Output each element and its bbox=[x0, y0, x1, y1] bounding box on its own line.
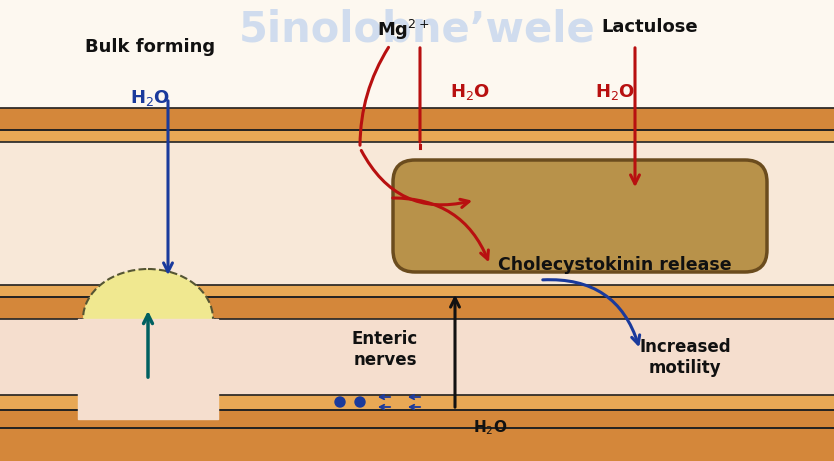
Text: H$_2$O: H$_2$O bbox=[130, 88, 170, 108]
Text: H$_2$O: H$_2$O bbox=[473, 418, 507, 437]
Text: Bulk forming: Bulk forming bbox=[85, 38, 215, 56]
Text: Cholecystokinin release: Cholecystokinin release bbox=[498, 256, 731, 274]
Text: H$_2$O: H$_2$O bbox=[450, 82, 490, 102]
Text: con il trattamento: con il trattamento bbox=[517, 322, 605, 332]
Text: Enteric
nerves: Enteric nerves bbox=[352, 330, 418, 369]
Text: 5inolobneʼwele: 5inolobneʼwele bbox=[239, 8, 595, 50]
Text: Lactulose: Lactulose bbox=[601, 18, 698, 36]
Circle shape bbox=[335, 397, 345, 407]
Text: Mg$^{2+}$: Mg$^{2+}$ bbox=[377, 18, 430, 42]
Ellipse shape bbox=[83, 269, 213, 369]
Text: H$_2$O: H$_2$O bbox=[595, 82, 635, 102]
Text: e importante: e importante bbox=[292, 331, 355, 342]
FancyBboxPatch shape bbox=[393, 160, 767, 272]
Text: Constipation: Constipation bbox=[421, 215, 613, 244]
Text: cono: cono bbox=[67, 341, 90, 351]
Text: Increased
motility: Increased motility bbox=[639, 338, 731, 377]
Circle shape bbox=[355, 397, 365, 407]
